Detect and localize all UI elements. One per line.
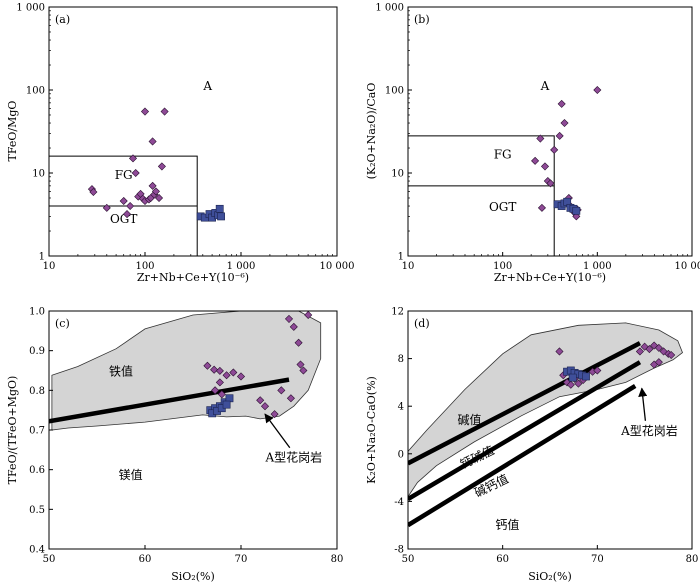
x-tick-label: 50: [402, 554, 415, 565]
data-point-diamond: [161, 108, 168, 115]
y-tick-label: -8: [394, 545, 404, 556]
field-label: OGT: [489, 200, 516, 214]
x-tick-label: 70: [235, 554, 248, 565]
panel-label: (b): [414, 13, 430, 26]
annotation-arrow: [642, 388, 646, 420]
data-point-diamond: [541, 163, 548, 170]
data-point-diamond: [561, 119, 568, 126]
y-tick-label: 12: [391, 307, 404, 318]
chart-panel-d: 50 60 70 80 -8 -4 0 4 8 12 SiO₂(%) K₂O+Na₂O-CaO(%) (…: [365, 307, 698, 584]
y-tick-label: 0.9: [29, 346, 45, 357]
annotation-arrow: [265, 414, 290, 448]
x-tick-label: 10 000: [675, 261, 700, 272]
field-label: 镁值: [119, 467, 143, 482]
x-axis-title: SiO₂(%): [171, 570, 215, 583]
y-tick-label: 0.6: [29, 465, 45, 476]
y-tick-label: 0.8: [29, 386, 45, 397]
chart-panel-c: 50 60 70 80 0.4 0.5 0.6 0.7 0.8 0.9 1.0 SiO₂(%) TFeO…: [6, 307, 343, 584]
field-label: FG: [115, 168, 133, 182]
x-tick-label: 60: [139, 554, 152, 565]
field-boundary-b-0: [408, 136, 554, 256]
figure: 10 100 1 000 10 0001101001 000Zr+Nb+Ce+Y(10…: [0, 0, 700, 585]
field-label: 铁值: [109, 363, 133, 378]
field-label: A: [202, 79, 212, 93]
plot-area-b: [408, 136, 554, 256]
series-square-a: [197, 205, 225, 221]
data-point-diamond: [551, 146, 558, 153]
y-axis-title: TFeO/MgO: [6, 101, 19, 162]
y-tick-label: 1: [39, 252, 45, 263]
field-label: 钙值: [495, 517, 519, 532]
y-axis-title: (K₂O+Na₂O)/CaO: [365, 83, 378, 180]
x-axis-title: SiO₂(%): [528, 570, 572, 583]
panel-label: (c): [55, 317, 70, 330]
y-tick-label: 1 000: [16, 3, 45, 14]
series-diamond-a: [88, 108, 168, 218]
y-tick-label: 0.5: [29, 505, 45, 516]
x-tick-label: 80: [331, 554, 344, 565]
data-point-diamond: [120, 197, 127, 204]
y-tick-label: 0.4: [29, 545, 45, 556]
data-point-diamond: [141, 108, 148, 115]
field-label: FG: [494, 147, 512, 161]
data-point-diamond: [132, 169, 139, 176]
data-point-diamond: [103, 204, 110, 211]
data-point-diamond: [149, 138, 156, 145]
x-tick-label: 80: [686, 554, 699, 565]
data-point-diamond: [556, 132, 563, 139]
data-point-square: [223, 401, 230, 408]
data-point-diamond: [594, 86, 601, 93]
panel-label: (a): [55, 13, 70, 26]
y-tick-label: 1.0: [29, 307, 45, 318]
data-point-diamond: [538, 204, 545, 211]
x-axis-title: Zr+Nb+Ce+Y(10⁻⁶): [494, 271, 606, 284]
x-tick-label: 10: [43, 261, 56, 272]
y-tick-label: 4: [398, 402, 404, 413]
a-type-granite-annotation: A型花岗岩: [620, 423, 678, 438]
y-tick-label: 100: [26, 86, 45, 97]
y-tick-label: 1 000: [375, 3, 404, 14]
y-axis-title: K₂O+Na₂O-CaO(%): [365, 376, 378, 484]
x-tick-label: 10 000: [320, 261, 355, 272]
x-axis-title: Zr+Nb+Ce+Y(10⁻⁶): [137, 271, 249, 284]
y-tick-label: 1: [398, 252, 404, 263]
y-tick-label: 0: [398, 449, 404, 460]
y-tick-label: 10: [32, 169, 45, 180]
data-point-square: [573, 207, 580, 214]
x-tick-label: 50: [43, 554, 56, 565]
field-label: A: [540, 79, 550, 93]
a-type-granite-annotation: A型花岗岩: [264, 450, 322, 465]
x-tick-label: 70: [591, 554, 604, 565]
y-tick-label: 8: [398, 354, 404, 365]
plot-frame-a: [49, 7, 337, 256]
data-point-diamond: [127, 202, 134, 209]
data-point-square: [216, 205, 223, 212]
data-point-square: [582, 373, 589, 380]
plot-area-c: [49, 311, 321, 430]
x-tick-label: 10: [402, 261, 415, 272]
chart-panel-a: 10 100 1 000 10 0001101001 000Zr+Nb+Ce+Y(10…: [6, 3, 355, 285]
series-square-b: [554, 198, 580, 214]
field-label: 碱值: [458, 412, 482, 427]
data-point-square: [217, 213, 224, 220]
x-tick-label: 60: [496, 554, 509, 565]
data-point-square: [569, 374, 576, 381]
y-tick-label: 0.7: [29, 426, 45, 437]
plot-frame-b: [408, 7, 692, 256]
data-point-diamond: [158, 163, 165, 170]
y-tick-label: 10: [391, 169, 404, 180]
data-point-diamond: [558, 100, 565, 107]
y-tick-label: -4: [394, 497, 404, 508]
panel-label: (d): [414, 317, 430, 330]
data-point-diamond: [531, 157, 538, 164]
y-axis-title: TFeO/(TFeO+MgO): [6, 376, 19, 485]
y-tick-label: 100: [385, 86, 404, 97]
